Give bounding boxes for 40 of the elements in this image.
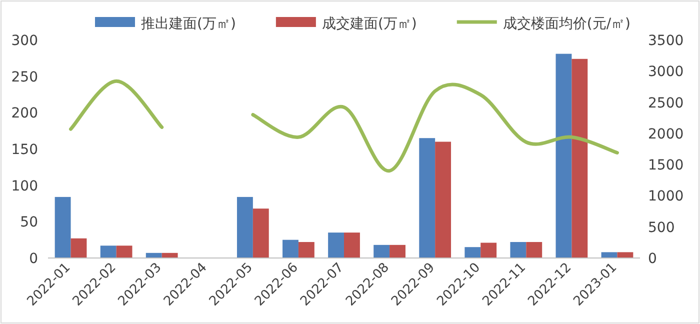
bar [298, 242, 314, 258]
bar [480, 242, 497, 258]
y2-tick-label: 1000 [648, 188, 684, 205]
bar [116, 246, 132, 258]
bar [252, 208, 269, 258]
bar [572, 58, 588, 258]
bar [236, 196, 253, 258]
legend-label: 成交楼面均价(元/㎡) [502, 16, 631, 32]
bar [435, 142, 452, 258]
bar [54, 196, 71, 258]
y2-tick-label: 0 [648, 251, 657, 267]
bar [464, 247, 481, 258]
bar [419, 138, 436, 258]
y2-tick-label: 2500 [648, 95, 684, 112]
bar [100, 246, 116, 258]
y2-tick-label: 3000 [648, 64, 684, 80]
bar [374, 244, 390, 258]
y2-tick-label: 1500 [648, 158, 684, 174]
bar [344, 232, 360, 258]
bar [617, 252, 634, 258]
legend-label: 推出建面(万㎡) [141, 16, 236, 32]
y2-tick-label: 3500 [648, 33, 684, 49]
y2-tick-label: 2000 [648, 126, 684, 142]
y-tick-label: 250 [11, 69, 38, 86]
y-tick-label: 50 [20, 214, 38, 231]
bar [556, 54, 572, 258]
y-tick-label: 150 [11, 142, 38, 158]
legend-label: 成交建面(万㎡) [322, 16, 417, 32]
y-tick-label: 0 [29, 251, 38, 267]
y-tick-label: 300 [11, 33, 38, 49]
bar [328, 232, 344, 258]
bar [601, 252, 618, 258]
bar [510, 242, 526, 258]
y-tick-label: 200 [11, 106, 38, 122]
bar [70, 238, 87, 258]
y-tick-label: 100 [11, 178, 38, 194]
y2-tick-label: 500 [648, 220, 675, 236]
bar [526, 242, 542, 258]
bar [282, 240, 298, 258]
bar [390, 244, 406, 258]
